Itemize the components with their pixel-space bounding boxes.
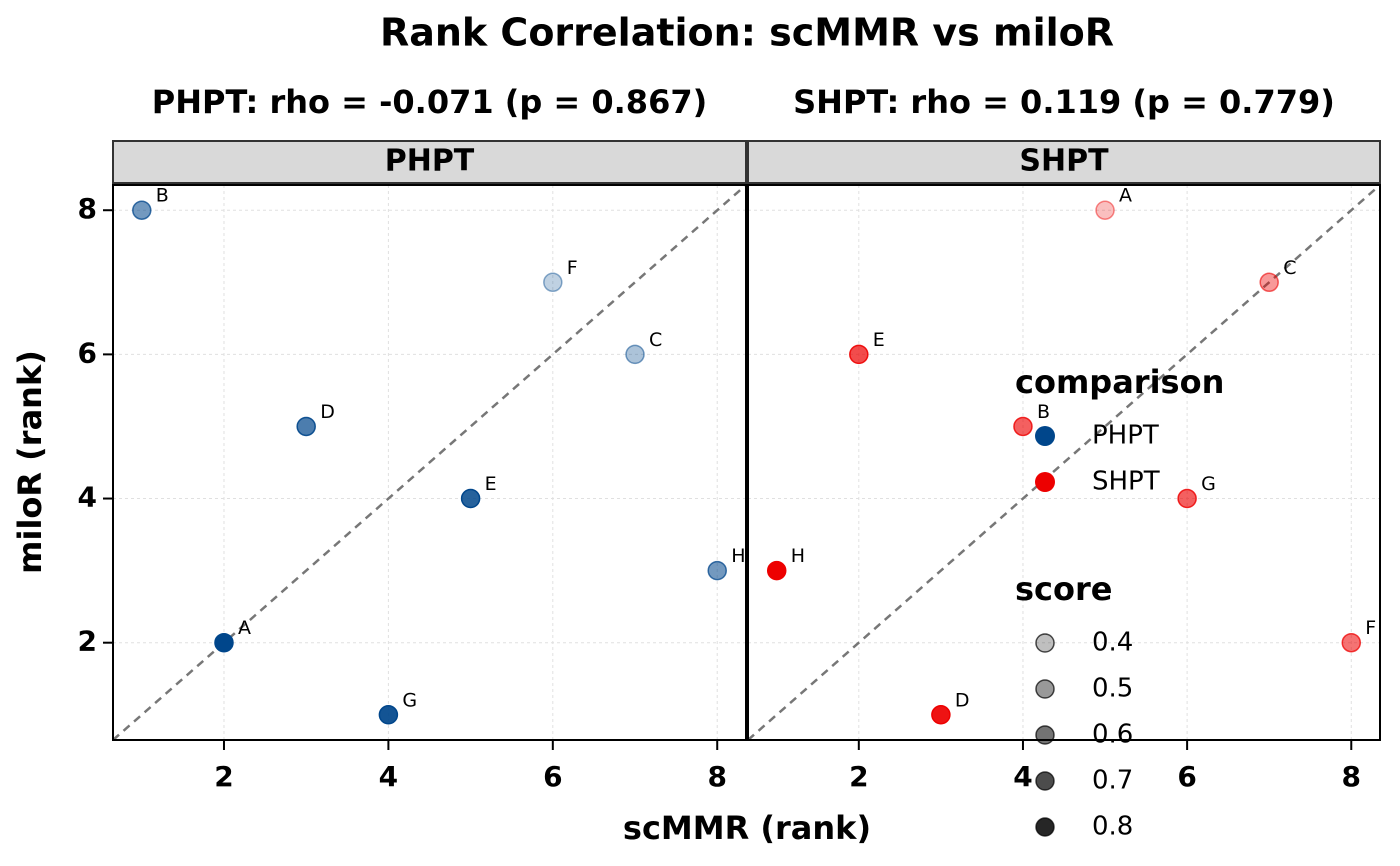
point-label: G bbox=[402, 689, 417, 711]
legend-title: score bbox=[1015, 570, 1112, 608]
identity-line bbox=[112, 184, 747, 741]
point-label: F bbox=[1365, 617, 1376, 639]
legend-swatch bbox=[1035, 633, 1055, 653]
y-tick-label: 6 bbox=[78, 336, 97, 369]
strip-label: PHPT bbox=[385, 144, 475, 179]
legend-swatch bbox=[1035, 725, 1055, 745]
point bbox=[849, 344, 869, 365]
point bbox=[766, 560, 787, 581]
point bbox=[1177, 488, 1197, 509]
point-label: C bbox=[1283, 257, 1296, 279]
point bbox=[214, 632, 234, 653]
legend-swatch bbox=[1035, 771, 1055, 791]
x-tick-label: 6 bbox=[543, 760, 562, 793]
strip-label: SHPT bbox=[1019, 144, 1109, 179]
panel-subtitle: PHPT: rho = -0.071 (p = 0.867) bbox=[152, 83, 707, 121]
point bbox=[1259, 272, 1279, 293]
panel-border bbox=[112, 184, 747, 741]
y-tick-label: 8 bbox=[78, 192, 97, 225]
legend-swatch bbox=[1035, 472, 1055, 492]
point bbox=[378, 705, 399, 725]
strip bbox=[112, 140, 747, 184]
chart-title: Rank Correlation: scMMR vs miloR bbox=[380, 11, 1114, 55]
point-label: A bbox=[238, 617, 251, 639]
point-label: B bbox=[1037, 401, 1050, 423]
legend-label: PHPT bbox=[1092, 421, 1159, 451]
point bbox=[625, 344, 645, 365]
point-label: H bbox=[791, 545, 805, 567]
legend-swatch bbox=[1035, 817, 1055, 837]
point-label: A bbox=[1119, 185, 1132, 207]
legend-label: 0.7 bbox=[1092, 766, 1133, 796]
y-tick-label: 4 bbox=[78, 481, 97, 514]
panel-subtitle: SHPT: rho = 0.119 (p = 0.779) bbox=[793, 83, 1335, 121]
point bbox=[1341, 632, 1362, 653]
x-tick-label: 8 bbox=[1342, 760, 1361, 793]
point bbox=[1095, 200, 1115, 220]
point-label: G bbox=[1201, 473, 1216, 495]
legend-label: 0.8 bbox=[1092, 812, 1133, 842]
legend-swatch bbox=[1035, 679, 1055, 699]
x-tick-label: 8 bbox=[707, 760, 726, 793]
point bbox=[132, 200, 152, 220]
point bbox=[931, 705, 951, 725]
strip bbox=[747, 140, 1381, 184]
point-label: H bbox=[731, 545, 745, 567]
point-label: B bbox=[156, 185, 169, 207]
x-axis-label: scMMR (rank) bbox=[623, 809, 871, 847]
point-label: D bbox=[320, 401, 335, 423]
point bbox=[707, 560, 727, 581]
x-tick-label: 2 bbox=[849, 760, 868, 793]
panel-border bbox=[747, 184, 1381, 741]
point bbox=[296, 416, 316, 437]
point bbox=[1013, 416, 1033, 437]
x-tick-label: 6 bbox=[1177, 760, 1196, 793]
x-tick-label: 2 bbox=[214, 760, 233, 793]
legend-label: SHPT bbox=[1092, 467, 1160, 497]
legend-swatch bbox=[1035, 426, 1055, 446]
legend-label: 0.5 bbox=[1092, 674, 1133, 704]
point-label: E bbox=[485, 473, 497, 495]
identity-line bbox=[747, 184, 1381, 741]
legend-label: 0.6 bbox=[1092, 720, 1133, 750]
point bbox=[460, 488, 481, 509]
y-axis-label: miloR (rank) bbox=[11, 350, 49, 574]
legend-title: comparison bbox=[1015, 363, 1224, 401]
point bbox=[543, 272, 563, 293]
point-label: C bbox=[649, 329, 662, 351]
point-label: D bbox=[955, 689, 970, 711]
point-label: F bbox=[567, 257, 578, 279]
x-tick-label: 4 bbox=[379, 760, 398, 793]
x-tick-label: 4 bbox=[1013, 760, 1032, 793]
y-tick-label: 2 bbox=[78, 625, 97, 658]
point-label: E bbox=[873, 329, 885, 351]
legend-label: 0.4 bbox=[1092, 628, 1133, 658]
